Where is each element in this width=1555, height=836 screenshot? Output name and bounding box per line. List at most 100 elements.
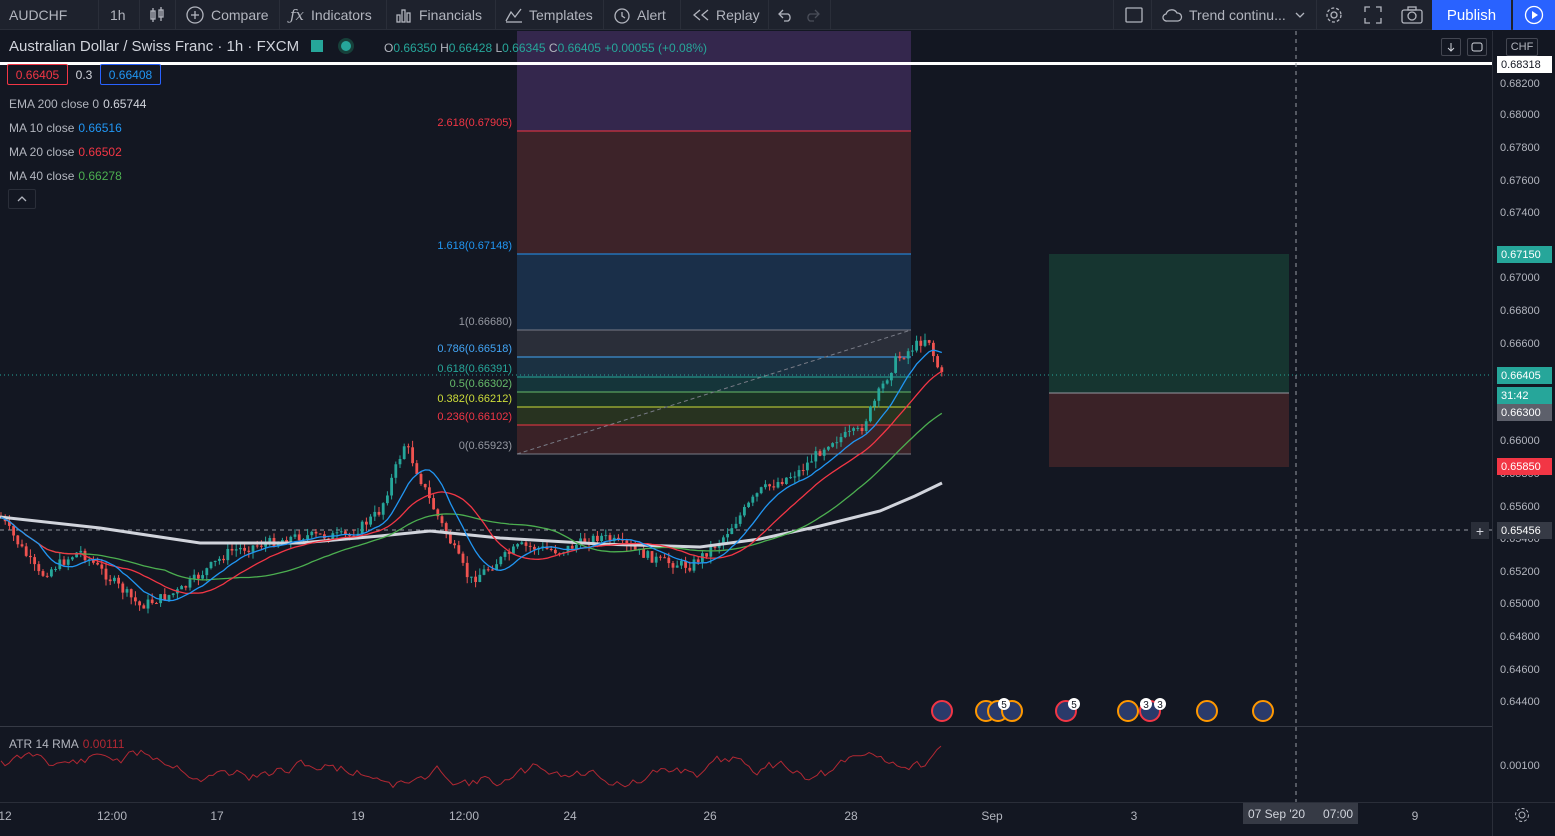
candle-body bbox=[171, 593, 175, 596]
event-flag-icon[interactable] bbox=[1196, 700, 1218, 722]
financials-button[interactable]: Financials bbox=[396, 0, 482, 30]
symbol-search[interactable]: AUDCHF bbox=[9, 0, 67, 30]
fib-label-0236: 0.236(0.66102) bbox=[437, 411, 512, 423]
chart-title[interactable]: Australian Dollar / Swiss Franc · 1h · F… bbox=[9, 38, 352, 55]
candle-body bbox=[180, 586, 183, 590]
candle-body bbox=[335, 532, 339, 534]
compare-button[interactable]: Compare bbox=[186, 0, 269, 30]
candle-body bbox=[369, 516, 372, 525]
event-flag-icon[interactable] bbox=[1252, 700, 1274, 722]
fullscreen-button[interactable] bbox=[1364, 0, 1382, 30]
buy-button[interactable]: 0.66408 bbox=[100, 64, 161, 85]
chart-type-button[interactable] bbox=[149, 0, 165, 30]
candle-body bbox=[486, 569, 490, 571]
price-tick: 0.66600 bbox=[1500, 338, 1540, 350]
candle-body bbox=[129, 589, 133, 598]
candle-body bbox=[381, 503, 385, 515]
sell-button[interactable]: 0.66405 bbox=[7, 64, 68, 85]
candle-body bbox=[113, 577, 116, 582]
candle-body bbox=[646, 551, 650, 558]
publish-button[interactable]: Publish bbox=[1432, 0, 1511, 30]
candle-body bbox=[20, 544, 24, 547]
publish-menu-button[interactable] bbox=[1513, 0, 1555, 30]
indicators-button[interactable]: ƒx Indicators bbox=[290, 0, 372, 30]
candle-body bbox=[230, 548, 234, 551]
alert-button[interactable]: Alert bbox=[613, 0, 666, 30]
indicator-atr[interactable]: ATR 14 RMA 0.00111 bbox=[9, 737, 125, 751]
auto-scale-button[interactable] bbox=[1467, 38, 1487, 56]
settings-button[interactable] bbox=[1324, 0, 1344, 30]
candle-body bbox=[570, 545, 574, 549]
indicator-ema200[interactable]: EMA 200 close 0 0.65744 bbox=[9, 97, 147, 111]
candle-body bbox=[885, 380, 889, 384]
layout-menu[interactable]: Trend continu... bbox=[1161, 0, 1306, 30]
candle-body bbox=[709, 546, 713, 557]
candle-body bbox=[789, 477, 792, 479]
candle-body bbox=[852, 428, 855, 431]
fib-extension-drawing[interactable] bbox=[516, 31, 912, 455]
indicator-ma10[interactable]: MA 10 close 0.66516 bbox=[9, 121, 122, 135]
candle-body bbox=[713, 546, 717, 548]
replay-button[interactable]: Replay bbox=[692, 0, 760, 30]
candle-body bbox=[461, 553, 465, 563]
price-tick: 0.68000 bbox=[1500, 109, 1540, 121]
candle-body bbox=[747, 502, 750, 507]
snapshot-button[interactable] bbox=[1401, 0, 1423, 30]
event-flag-icon[interactable] bbox=[931, 700, 953, 722]
financials-label: Financials bbox=[419, 7, 483, 23]
collapse-legend-button[interactable] bbox=[8, 189, 36, 209]
candle-body bbox=[75, 552, 78, 558]
candle-body bbox=[12, 525, 15, 536]
candle-body bbox=[633, 546, 637, 550]
undo-button[interactable] bbox=[777, 0, 793, 30]
publish-label: Publish bbox=[1446, 6, 1497, 24]
chart-settings-button[interactable] bbox=[1513, 806, 1531, 829]
candle-body bbox=[877, 388, 881, 401]
indicator-ma20[interactable]: MA 20 close 0.66502 bbox=[9, 145, 122, 159]
add-alert-plus-button[interactable]: + bbox=[1471, 522, 1489, 539]
templates-button[interactable]: Templates bbox=[505, 0, 593, 30]
candle-body bbox=[348, 534, 351, 536]
candle-body bbox=[659, 556, 662, 558]
candle-body bbox=[184, 586, 188, 588]
candle-body bbox=[827, 446, 830, 450]
candle-body bbox=[839, 437, 843, 443]
candle-body bbox=[449, 534, 452, 544]
candle-body bbox=[402, 446, 406, 460]
candle-body bbox=[583, 538, 587, 544]
chevron-down-icon bbox=[1295, 12, 1305, 18]
candle-body bbox=[873, 400, 876, 407]
fib-label-0786: 0.786(0.66518) bbox=[437, 343, 512, 355]
fullscreen-toggle[interactable] bbox=[1125, 0, 1143, 30]
scroll-to-latest-button[interactable] bbox=[1441, 38, 1461, 56]
event-flag-icon[interactable] bbox=[1117, 700, 1139, 722]
long-position-tool[interactable] bbox=[1049, 254, 1289, 467]
candle-body bbox=[281, 540, 284, 543]
candle-body bbox=[314, 531, 318, 534]
candle-body bbox=[138, 601, 141, 606]
redo-button[interactable] bbox=[805, 0, 821, 30]
bar-chart-icon bbox=[396, 9, 411, 23]
crosshair-time-label: 07 Sep '20 07:00 bbox=[1243, 803, 1359, 824]
candle-body bbox=[54, 568, 57, 570]
candle-body bbox=[814, 451, 818, 462]
candle-body bbox=[650, 551, 654, 563]
event-count-text: 5 bbox=[1071, 700, 1077, 711]
indicator-ma40[interactable]: MA 40 close 0.66278 bbox=[9, 169, 122, 183]
candle-body bbox=[62, 559, 66, 565]
time-tick: 3 bbox=[1130, 809, 1138, 823]
candle-body bbox=[915, 340, 918, 351]
interval-button[interactable]: 1h bbox=[110, 0, 126, 30]
candle-body bbox=[411, 447, 414, 464]
currency-button[interactable]: CHF bbox=[1506, 38, 1538, 56]
candle-body bbox=[726, 534, 729, 538]
candle-body bbox=[37, 564, 41, 572]
candle-body bbox=[801, 470, 805, 472]
ma-20-line bbox=[0, 370, 943, 595]
candle-body bbox=[911, 350, 914, 352]
fib-zone-0236 bbox=[517, 425, 911, 454]
target-price-label: 0.67150 bbox=[1497, 246, 1552, 263]
chevron-up-icon bbox=[17, 196, 27, 202]
